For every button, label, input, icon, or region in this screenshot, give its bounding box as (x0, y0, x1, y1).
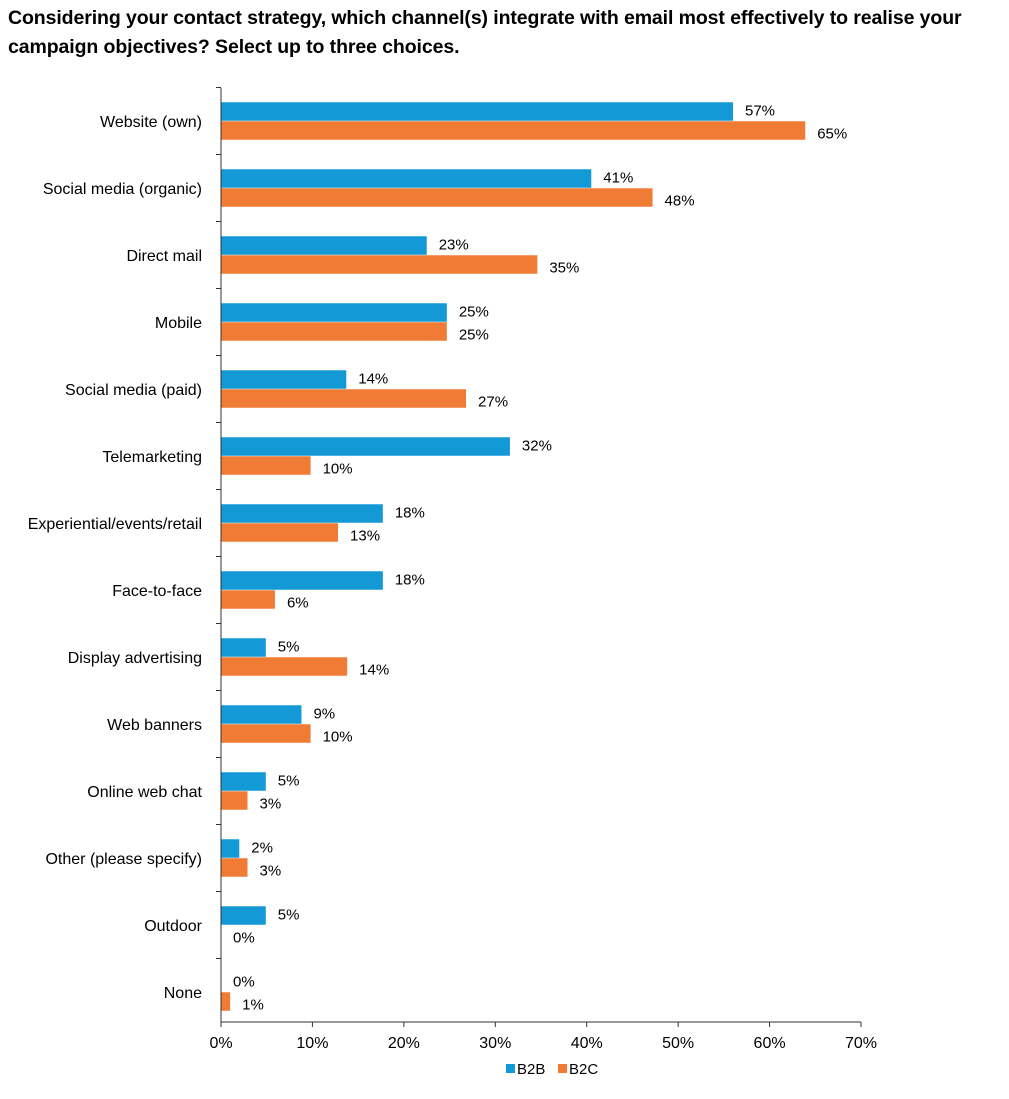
category-label: None (164, 985, 202, 1002)
data-label-b2b: 0% (233, 974, 255, 991)
data-label-b2c: 10% (323, 461, 353, 478)
category-label: Telemarketing (102, 449, 202, 466)
data-label-b2b: 32% (522, 438, 552, 455)
data-label-b2c: 25% (459, 327, 489, 344)
data-label-b2b: 18% (395, 572, 425, 589)
x-tick-label: 50% (662, 1035, 694, 1052)
category-label: Outdoor (144, 918, 202, 935)
value-labels-layer: 57% 65% 41% 48% 23% 35% 25% 25% 14% 27% 32% 10% 18% 1… (233, 103, 847, 1014)
data-label-b2b: 23% (439, 237, 469, 254)
data-label-b2b: 57% (745, 103, 775, 120)
category-label: Social media (organic) (43, 181, 202, 198)
x-tick-label: 60% (754, 1035, 786, 1052)
category-label: Other (please specify) (45, 851, 202, 868)
data-label-b2b: 14% (358, 371, 388, 388)
bar-b2b (221, 839, 240, 858)
category-labels-layer: Website (own) Social media (organic) Direc… (28, 114, 203, 1002)
bar-b2c (221, 590, 275, 609)
bar-b2b (221, 705, 302, 724)
bar-b2c (221, 791, 248, 810)
bar-b2c (221, 657, 348, 676)
category-label: Experiential/events/retail (28, 516, 202, 533)
bar-b2b (221, 638, 266, 657)
data-label-b2c: 0% (233, 930, 255, 947)
bar-b2b (221, 906, 266, 925)
data-label-b2c: 35% (549, 260, 579, 277)
bar-b2b (221, 236, 427, 255)
x-tick-label: 0% (209, 1035, 232, 1052)
bar-b2c (221, 322, 447, 341)
category-label: Website (own) (100, 114, 202, 131)
data-label-b2b: 18% (395, 505, 425, 522)
category-label: Social media (paid) (65, 382, 202, 399)
data-label-b2c: 65% (817, 126, 847, 143)
data-label-b2c: 3% (260, 796, 282, 813)
bar-b2b (221, 102, 733, 121)
bar-b2c (221, 121, 806, 140)
x-tick-label: 20% (388, 1035, 420, 1052)
legend-label-b2c: B2C (569, 1061, 598, 1078)
bar-b2c (221, 188, 653, 207)
bar-b2c (221, 389, 467, 408)
data-label-b2b: 9% (313, 706, 335, 723)
legend-swatch-b2b (506, 1064, 515, 1073)
category-label: Mobile (155, 315, 202, 332)
category-label: Web banners (107, 717, 202, 734)
bar-b2c (221, 724, 311, 743)
data-label-b2b: 41% (603, 170, 633, 187)
legend: B2B B2C (506, 1061, 598, 1078)
data-label-b2c: 3% (260, 863, 282, 880)
bar-b2c (221, 992, 231, 1011)
x-tick-label: 30% (479, 1035, 511, 1052)
category-label: Display advertising (68, 650, 202, 667)
bar-b2b (221, 303, 447, 322)
category-label: Online web chat (87, 784, 202, 801)
data-label-b2b: 5% (278, 773, 300, 790)
bars-layer (221, 102, 806, 1011)
data-label-b2c: 48% (665, 193, 695, 210)
x-tick-label: 40% (571, 1035, 603, 1052)
bar-b2c (221, 456, 311, 475)
legend-swatch-b2c (558, 1064, 567, 1073)
data-label-b2c: 10% (323, 729, 353, 746)
bar-b2b (221, 370, 347, 389)
data-label-b2b: 25% (459, 304, 489, 321)
data-label-b2b: 5% (278, 907, 300, 924)
bar-b2b (221, 437, 510, 456)
category-label: Direct mail (126, 248, 202, 265)
bar-b2b (221, 772, 266, 791)
x-tick-label: 70% (845, 1035, 877, 1052)
bar-b2b (221, 504, 383, 523)
data-label-b2c: 13% (350, 528, 380, 545)
data-label-b2c: 6% (287, 595, 309, 612)
bar-b2b (221, 571, 383, 590)
data-label-b2c: 27% (478, 394, 508, 411)
data-label-b2b: 5% (278, 639, 300, 656)
bar-b2c (221, 523, 339, 542)
legend-label-b2b: B2B (517, 1061, 545, 1078)
chart-title: Considering your contact strategy, which… (8, 7, 962, 58)
category-label: Face-to-face (112, 583, 202, 600)
data-label-b2c: 1% (242, 997, 264, 1014)
bar-b2c (221, 858, 248, 877)
data-label-b2c: 14% (359, 662, 389, 679)
data-label-b2b: 2% (251, 840, 273, 857)
x-tick-label: 10% (296, 1035, 328, 1052)
bar-b2c (221, 255, 538, 274)
x-axis: 0% 10% 20% 30% 40% 50% 60% 70% (209, 87, 877, 1052)
bar-b2b (221, 169, 592, 188)
